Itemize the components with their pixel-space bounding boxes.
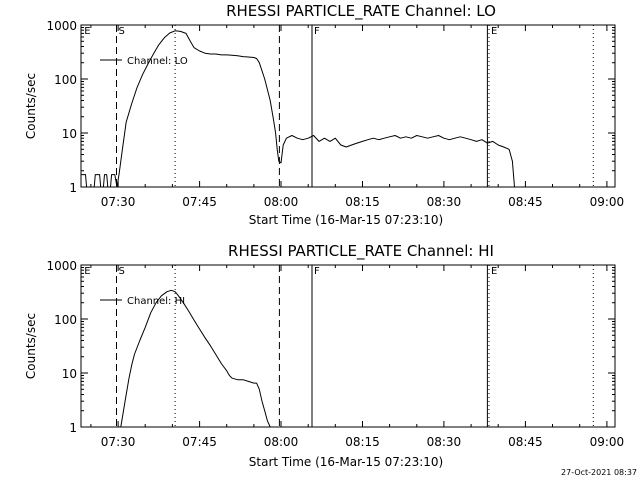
x-tick-label: 08:15	[345, 195, 380, 209]
chart-title: RHESSI PARTICLE_RATE Channel: LO	[226, 2, 496, 21]
marker-label: E	[491, 266, 497, 277]
y-tick-label: 1000	[46, 19, 77, 33]
timestamp: 27-Oct-2021 08:37	[561, 468, 637, 477]
y-tick-label: 10	[62, 367, 77, 381]
y-tick-label: 1	[69, 181, 77, 195]
plot-frame-lo	[80, 24, 616, 188]
plot-frame-hi	[80, 264, 616, 428]
y-tick-label: 1000	[46, 259, 77, 273]
y-tick-label: 100	[54, 73, 77, 87]
x-tick-label: 08:00	[264, 195, 299, 209]
x-tick-label: 07:45	[182, 435, 217, 449]
marker-label: F	[314, 266, 320, 277]
y-tick-label: 1	[69, 421, 77, 435]
x-tick-label: 08:00	[264, 435, 299, 449]
marker-label: E	[84, 26, 90, 37]
panel-hi: RHESSI PARTICLE_RATE Channel: HI 07:30 07…	[24, 242, 624, 469]
legend-label: Channel: HI	[127, 296, 185, 307]
marker-label: S	[119, 266, 125, 277]
y-axis-label: Counts/sec	[24, 73, 38, 139]
x-tick-label: 07:30	[101, 195, 136, 209]
marker-label: E	[84, 266, 90, 277]
x-tick-label: 07:30	[101, 435, 136, 449]
data-area-hi: 07:30 07:45 08:00 08:15 08:30 08:45 09:00 1 10 10…	[46, 259, 624, 449]
x-tick-label: 07:45	[182, 195, 217, 209]
series-line	[120, 289, 271, 428]
y-tick-label: 100	[54, 313, 77, 327]
x-tick-label: 08:45	[508, 195, 543, 209]
chart-title: RHESSI PARTICLE_RATE Channel: HI	[228, 242, 494, 261]
x-axis-label: Start Time (16-Mar-15 07:23:10)	[249, 213, 443, 227]
marker-label: E	[491, 26, 497, 37]
y-axis-label: Counts/sec	[24, 313, 38, 379]
x-tick-label: 08:15	[345, 435, 380, 449]
data-area-lo: 07:30 07:45 08:00 08:15 08:30 08:45 09:00 1 10 10…	[46, 19, 624, 209]
series-line	[81, 30, 591, 188]
marker-label: S	[119, 26, 125, 37]
x-tick-label: 08:45	[508, 435, 543, 449]
x-tick-label: 08:30	[427, 435, 462, 449]
x-tick-label: 09:00	[590, 195, 625, 209]
x-tick-label: 08:30	[427, 195, 462, 209]
marker-label: F	[314, 26, 320, 37]
legend-label: Channel: LO	[127, 56, 188, 67]
x-tick-label: 09:00	[590, 435, 625, 449]
panel-lo: RHESSI PARTICLE_RATE Channel: LO 07:30 07…	[24, 2, 624, 227]
y-tick-label: 10	[62, 127, 77, 141]
x-axis-label: Start Time (16-Mar-15 07:23:10)	[249, 455, 443, 469]
